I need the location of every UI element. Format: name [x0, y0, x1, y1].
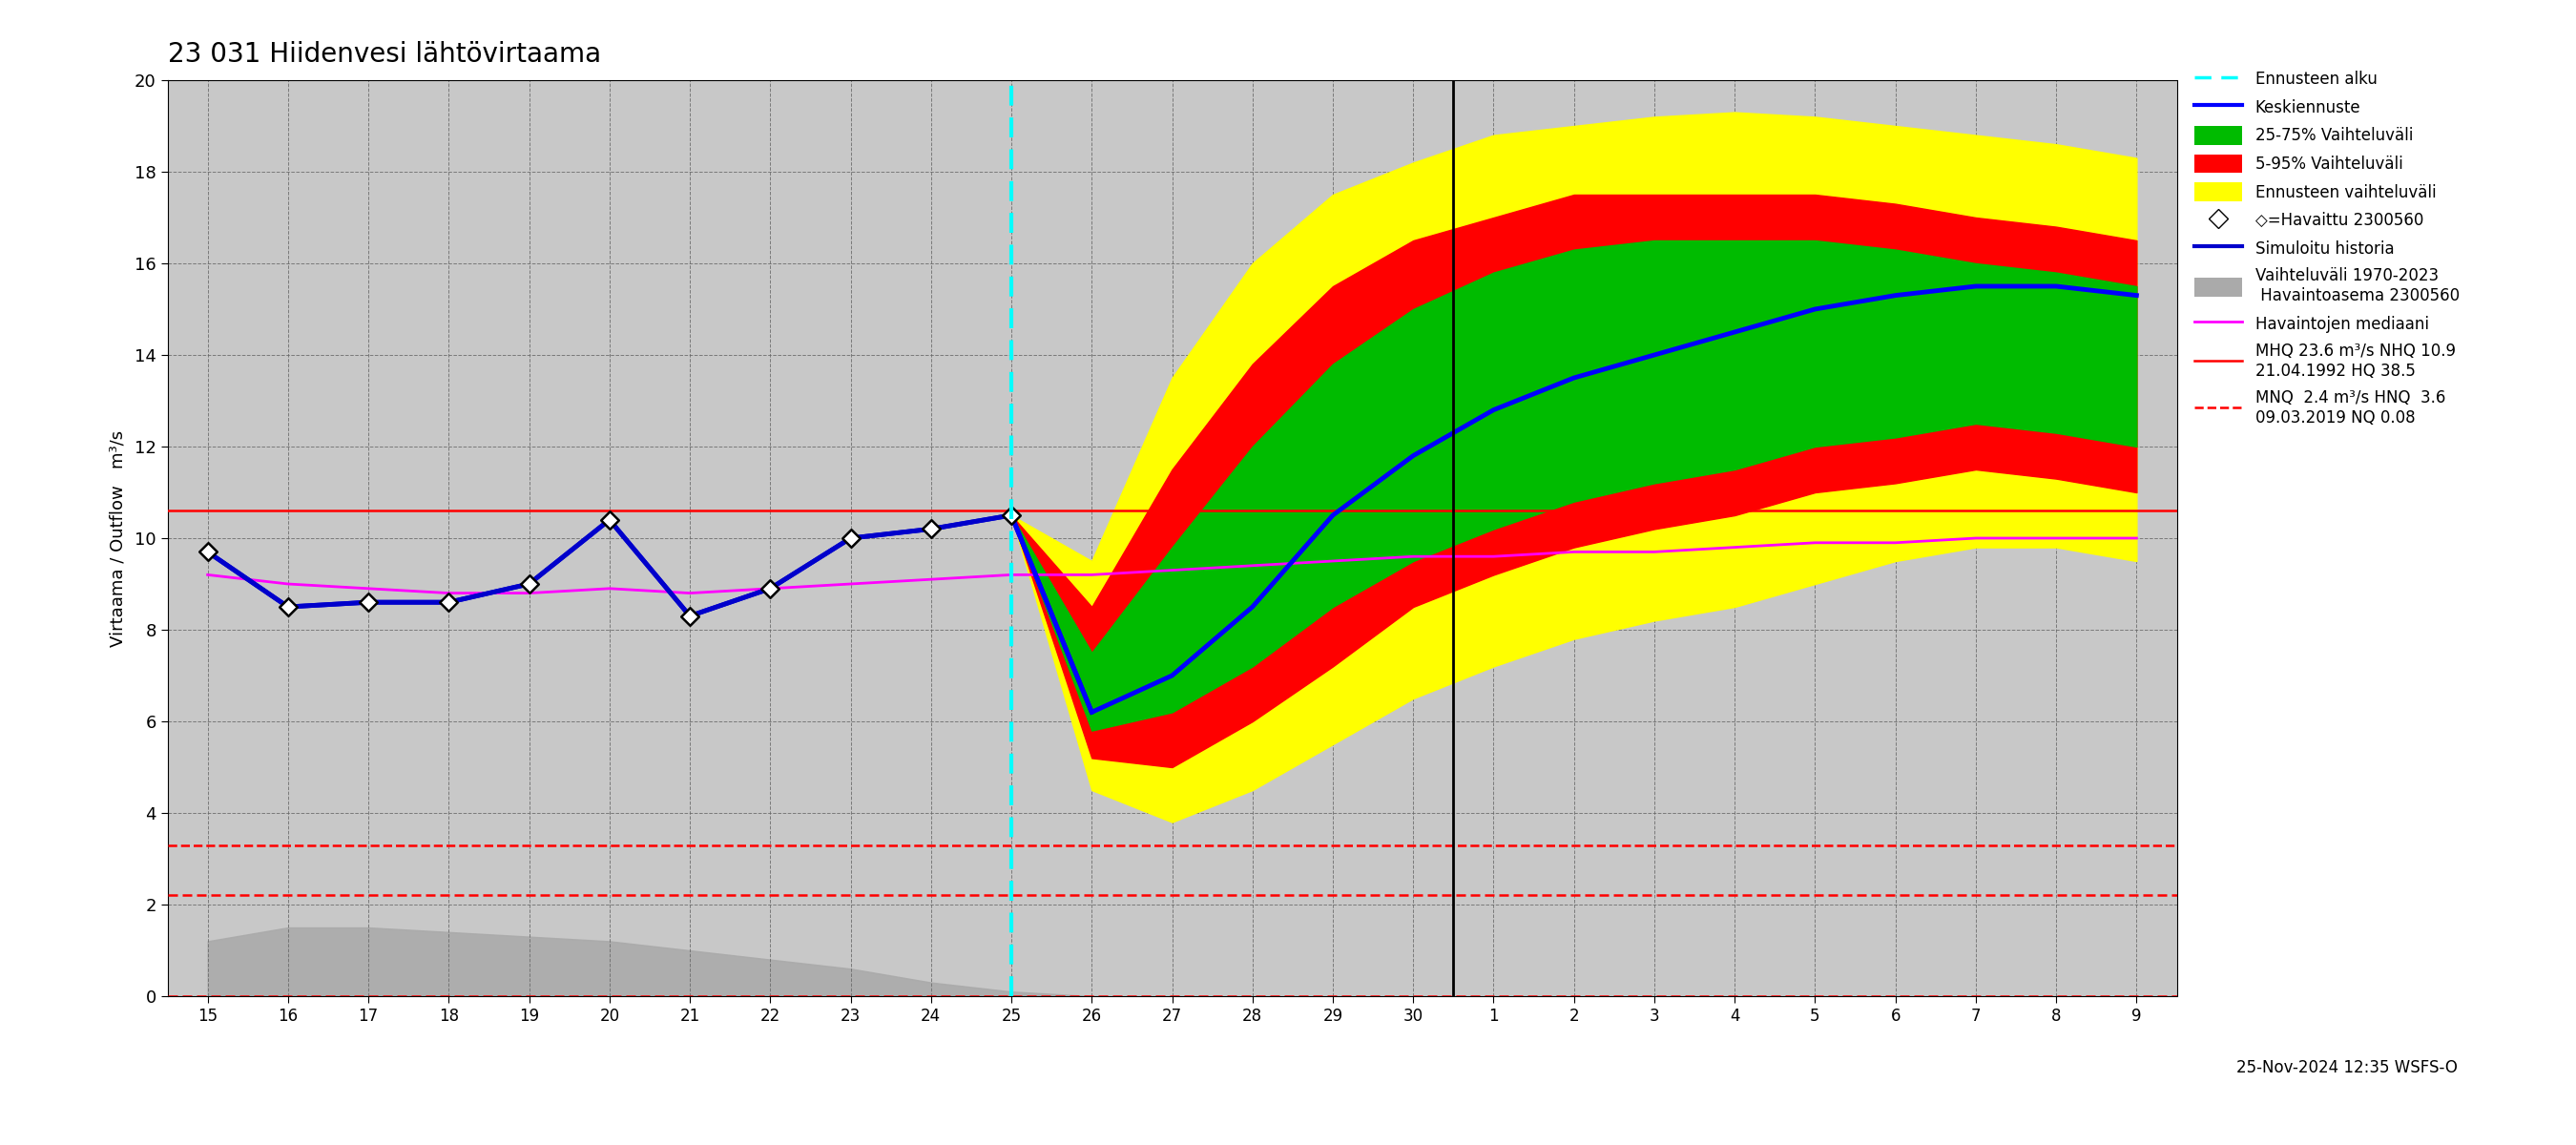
Point	[992, 506, 1033, 524]
Point	[507, 575, 549, 593]
Point	[670, 607, 711, 625]
Point	[428, 593, 469, 611]
Point	[590, 511, 631, 529]
Point	[909, 520, 951, 538]
Point	[750, 579, 791, 598]
Point	[188, 543, 229, 561]
Point	[829, 529, 871, 547]
Point	[268, 598, 309, 616]
Legend: Ennusteen alku, Keskiennuste, 25-75% Vaihteluväli, 5-95% Vaihteluväli, Ennusteen: Ennusteen alku, Keskiennuste, 25-75% Vai…	[2195, 70, 2460, 426]
Y-axis label: Virtaama / Outflow   m³/s: Virtaama / Outflow m³/s	[108, 429, 126, 647]
Point	[348, 593, 389, 611]
Text: 25-Nov-2024 12:35 WSFS-O: 25-Nov-2024 12:35 WSFS-O	[2236, 1059, 2458, 1076]
Text: 23 031 Hiidenvesi lähtövirtaama: 23 031 Hiidenvesi lähtövirtaama	[167, 40, 600, 68]
